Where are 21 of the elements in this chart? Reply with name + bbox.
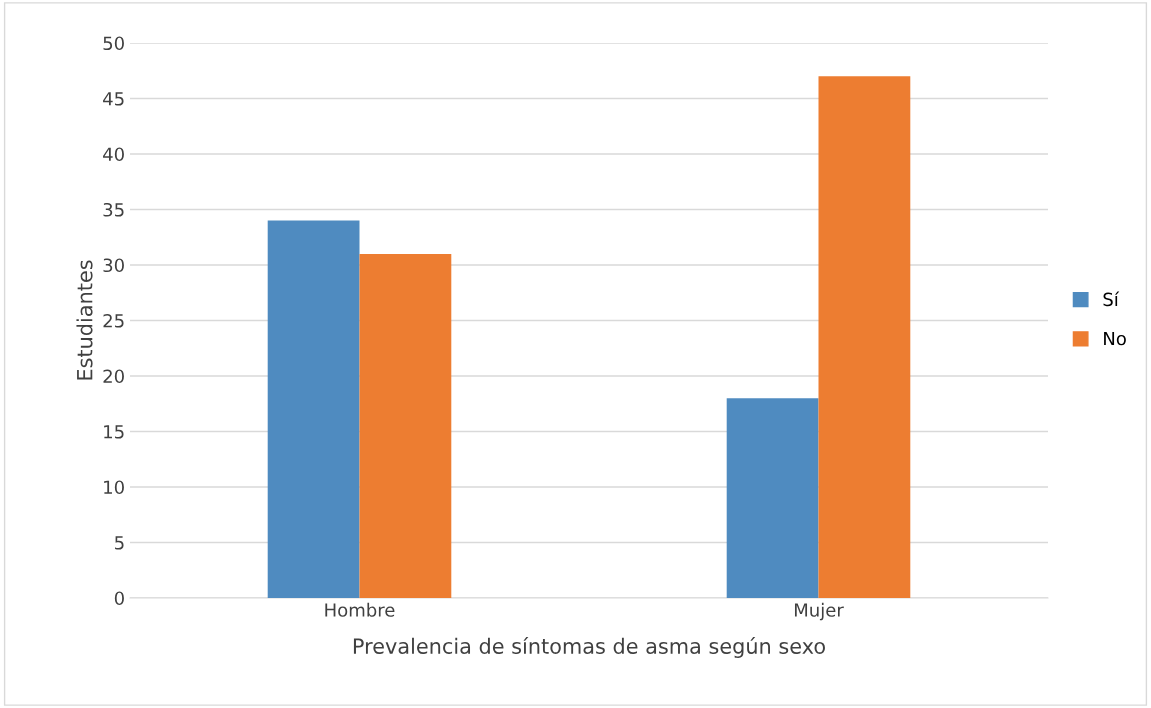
y-tick-label: 30 (103, 258, 124, 273)
bar (267, 220, 360, 598)
y-tick-label: 5 (115, 536, 124, 550)
x-tick-label: Mujer (794, 602, 844, 621)
bar (359, 253, 452, 598)
y-tick-label: 10 (104, 480, 124, 495)
y-tick-label: 40 (103, 147, 124, 162)
y-axis-title: Estudiantes (76, 260, 93, 380)
y-tick-label: 0 (114, 591, 124, 606)
legend-label: Sí (1103, 291, 1120, 307)
legend-label: No (1104, 331, 1126, 346)
y-tick-label: 25 (103, 313, 124, 328)
bar (818, 76, 911, 598)
y-tick-label: 45 (103, 92, 124, 106)
y-tick-label: 35 (103, 202, 124, 217)
x-axis-title: Prevalencia de síntomas de asma según sexo (353, 637, 825, 658)
y-tick-label: 15 (104, 425, 124, 439)
y-tick-label: 20 (103, 369, 124, 384)
y-tick-label: 50 (103, 36, 124, 51)
x-tick-label: Hombre (325, 602, 395, 617)
bar (726, 398, 819, 598)
